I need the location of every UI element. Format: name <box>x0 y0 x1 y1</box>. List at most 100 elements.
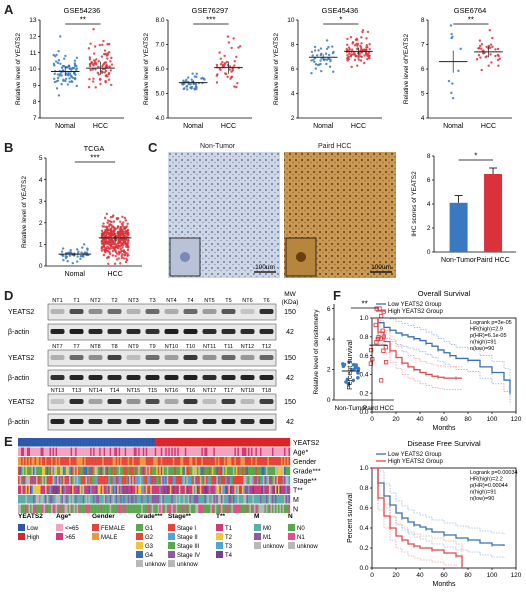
heatmap-cell <box>205 466 208 475</box>
heatmap-cell <box>171 466 173 475</box>
heatmap-cell <box>208 495 211 504</box>
heatmap-cell <box>241 504 244 513</box>
heatmap-cell <box>67 466 70 475</box>
data-point <box>319 59 322 62</box>
heatmap-cell <box>189 447 192 456</box>
heatmap-cell <box>213 476 216 485</box>
heatmap-cell <box>27 438 29 447</box>
heatmap-cell <box>226 438 229 447</box>
heatmap-cell <box>276 447 279 456</box>
heatmap-cell <box>40 476 43 485</box>
heatmap-cell <box>147 485 149 494</box>
data-point <box>477 47 480 50</box>
heatmap-cell <box>286 476 289 485</box>
legend-item-label: Low <box>27 526 39 532</box>
data-point <box>233 64 236 67</box>
y-tick-label: 7 <box>421 42 425 49</box>
heatmap-cell <box>198 447 201 456</box>
plot-title: GSE6764 <box>454 6 487 15</box>
heatmap-cell <box>45 504 47 513</box>
heatmap-cell <box>246 466 249 475</box>
heatmap-cell <box>115 495 118 504</box>
heatmap-cell <box>286 447 289 456</box>
heatmap-cell <box>157 466 160 475</box>
legend-swatch <box>168 551 175 558</box>
heatmap-cell <box>265 504 268 513</box>
heatmap-cell <box>94 447 97 456</box>
y-tick-label: 0.2 <box>359 545 368 552</box>
heatmap-cell <box>208 438 211 447</box>
y-tick-label: 0.8 <box>359 334 368 341</box>
heatmap-cell <box>262 485 265 494</box>
data-point <box>185 85 188 88</box>
heatmap-cell <box>61 438 64 447</box>
heatmap-cell <box>181 476 184 485</box>
heatmap-cell <box>282 447 285 456</box>
heatmap-cell <box>115 447 118 456</box>
data-point <box>99 82 102 86</box>
heatmap-cell <box>162 466 164 475</box>
heatmap-cell <box>234 495 237 504</box>
heatmap-cell <box>126 457 128 466</box>
y-tick-label: 0 <box>327 397 331 404</box>
heatmap-cell <box>66 476 68 485</box>
heatmap-cell <box>217 466 220 475</box>
heatmap-cell <box>217 438 220 447</box>
heatmap-cell <box>273 504 276 513</box>
heatmap-cell <box>279 466 282 475</box>
heatmap-cell <box>217 447 220 456</box>
heatmap-cell <box>229 495 232 504</box>
group-label: HCC <box>108 271 123 278</box>
heatmap-cell <box>117 457 119 466</box>
heatmap-cell <box>79 447 82 456</box>
heatmap-cell <box>271 495 274 504</box>
heatmap-cell <box>96 438 98 447</box>
heatmap-cell <box>174 504 176 513</box>
heatmap-cell <box>103 495 106 504</box>
heatmap-cell <box>31 457 34 466</box>
heatmap-cell <box>142 504 145 513</box>
mw-value: 150 <box>284 355 296 362</box>
heatmap-cell <box>154 476 157 485</box>
heatmap-cell <box>253 466 256 475</box>
blot-band <box>240 375 255 380</box>
heatmap-cell <box>186 485 189 494</box>
blot-band <box>107 309 122 314</box>
heatmap-cell <box>66 438 68 447</box>
heatmap-cell <box>105 476 107 485</box>
heatmap-cell <box>141 438 143 447</box>
heatmap-cell <box>55 495 58 504</box>
data-point <box>324 52 328 55</box>
data-point <box>105 240 108 243</box>
heatmap-cell <box>258 457 261 466</box>
data-point <box>341 364 346 369</box>
heatmap-cell <box>178 457 181 466</box>
heatmap-cell <box>39 495 41 504</box>
heatmap-cell <box>172 476 175 485</box>
heatmap-cell <box>280 466 283 475</box>
heatmap-cell <box>186 466 189 475</box>
heatmap-cell <box>129 504 131 513</box>
heatmap-cell <box>34 457 37 466</box>
heatmap-cell <box>235 447 238 456</box>
heatmap-cell <box>99 485 101 494</box>
heatmap-cell <box>204 495 207 504</box>
heatmap-cell <box>37 495 40 504</box>
heatmap-cell <box>219 476 222 485</box>
heatmap-cell <box>114 466 116 475</box>
heatmap-cell <box>226 504 229 513</box>
lane-label: NT9 <box>128 344 138 350</box>
heatmap-cell <box>93 476 95 485</box>
data-point <box>310 59 313 62</box>
heatmap-cell <box>45 457 47 466</box>
heatmap-cell <box>265 495 268 504</box>
heatmap-cell <box>217 504 220 513</box>
data-point <box>126 222 129 226</box>
data-point <box>366 45 369 49</box>
km-stat: HR(high)=2.2 <box>470 477 503 483</box>
heatmap-cell <box>229 438 232 447</box>
heatmap-cell <box>195 438 198 447</box>
heatmap-cell <box>123 466 125 475</box>
heatmap-cell <box>231 457 234 466</box>
heatmap-cell <box>58 504 61 513</box>
